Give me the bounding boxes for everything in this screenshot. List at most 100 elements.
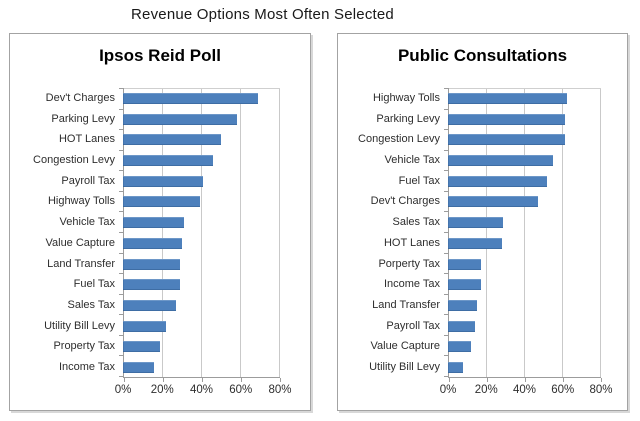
gridline — [600, 89, 601, 377]
bar — [448, 175, 548, 187]
x-axis-tick-label: 20% — [474, 384, 498, 396]
category-axis-tick — [444, 88, 449, 89]
category-label: Congestion Levy — [358, 133, 440, 146]
bar — [448, 134, 565, 146]
bar-track — [448, 316, 601, 337]
bar-rows: Highway Tolls Parking Levy Congestion Levy… — [338, 88, 601, 378]
category-axis-tick — [119, 273, 124, 275]
bar-track — [123, 295, 280, 316]
category-label: Porperty Tax — [378, 257, 440, 270]
category-label: Congestion Levy — [33, 154, 115, 167]
category-label: Income Tax — [58, 361, 115, 374]
chart-panel-public-consultations: Public Consultations Highway Tolls Parkin… — [337, 33, 628, 411]
category-axis-tick — [119, 211, 124, 213]
x-axis-tick-label: 40% — [512, 384, 537, 396]
value-axis-tick — [525, 378, 526, 382]
bar — [123, 258, 180, 270]
chart-row: Highway Tolls — [10, 192, 280, 213]
bar-track — [123, 254, 280, 275]
bar-track — [448, 337, 601, 358]
category-axis-tick — [119, 170, 124, 172]
category-axis-tick — [119, 149, 124, 151]
bar-track — [448, 88, 601, 109]
category-axis-tick — [444, 108, 449, 110]
chart-row: Parking Levy — [338, 109, 601, 130]
chart-row: Utility Bill Levy — [10, 316, 280, 337]
chart-row: Congestion Levy — [338, 129, 601, 150]
x-axis-tick-label: 40% — [189, 384, 214, 396]
category-axis-tick — [444, 252, 449, 254]
bar-track — [448, 233, 601, 254]
bar — [123, 237, 182, 249]
chart-row: Vehicle Tax — [338, 150, 601, 171]
chart-panel-ipsos-reid-poll: Ipsos Reid Poll Dev't Charges Parking Lev… — [9, 33, 311, 411]
category-label: Payroll Tax — [61, 174, 115, 187]
bar-track — [123, 192, 280, 213]
bar — [123, 92, 259, 104]
chart-row: HOT Lanes — [338, 233, 601, 254]
chart-row: Land Transfer — [338, 295, 601, 316]
category-label: Land Transfer — [47, 257, 115, 270]
bar-track — [448, 274, 601, 295]
chart-row: Sales Tax — [10, 295, 280, 316]
chart-row: Highway Tolls — [338, 88, 601, 109]
bar-track — [123, 316, 280, 337]
value-axis-tick — [487, 378, 488, 382]
value-axis-tick — [449, 378, 450, 382]
category-axis-tick — [119, 334, 124, 336]
gridline — [240, 89, 241, 377]
bar-track — [123, 274, 280, 295]
bar-track — [448, 254, 601, 275]
category-axis-tick — [444, 314, 449, 316]
bar-track — [448, 295, 601, 316]
bar — [123, 362, 155, 374]
category-axis-tick — [119, 355, 124, 357]
value-axis-tick — [124, 378, 125, 382]
value-axis-tick — [202, 378, 203, 382]
bar — [123, 134, 222, 146]
category-label: Sales Tax — [67, 299, 116, 312]
chart-row: HOT Lanes — [10, 129, 280, 150]
chart-row: Dev't Charges — [10, 88, 280, 109]
chart-row: Congestion Levy — [10, 150, 280, 171]
bar-track — [123, 357, 280, 378]
category-axis-tick — [119, 376, 124, 377]
value-axis-tick — [563, 378, 564, 382]
bar-track — [123, 88, 280, 109]
plot-area — [119, 88, 281, 382]
category-axis-tick — [119, 190, 124, 192]
x-axis-tick-label: 60% — [229, 384, 253, 396]
gridline — [201, 89, 202, 377]
bar — [448, 196, 538, 208]
category-axis-tick — [444, 170, 449, 172]
bar — [448, 217, 504, 229]
category-axis-tick — [444, 211, 449, 213]
category-label: Utility Bill Levy — [369, 361, 440, 374]
chart-row: Fuel Tax — [338, 171, 601, 192]
gridline — [524, 89, 525, 377]
chart-row: Vehicle Tax — [10, 212, 280, 233]
bar-track — [448, 192, 601, 213]
bar — [448, 341, 471, 353]
category-label: Fuel Tax — [73, 278, 115, 291]
category-label: Fuel Tax — [398, 174, 440, 187]
bar — [123, 155, 214, 167]
value-axis-tick — [241, 378, 242, 382]
gridline — [486, 89, 487, 377]
chart-row: Income Tax — [10, 357, 280, 378]
gridline — [279, 89, 280, 377]
x-axis: 0% 20% 40% 60% 80% — [115, 384, 292, 400]
category-label: Sales Tax — [392, 216, 441, 229]
category-axis-tick — [119, 88, 124, 89]
category-label: Parking Levy — [376, 112, 440, 125]
bar-track — [448, 357, 601, 378]
bar — [448, 92, 567, 104]
category-axis-tick — [119, 232, 124, 233]
chart-area: Dev't Charges Parking Levy HOT Lanes Conges… — [10, 88, 292, 396]
x-axis-tick-label: 20% — [150, 384, 174, 396]
category-label: Land Transfer — [372, 299, 440, 312]
bar-track — [123, 337, 280, 358]
plot-area — [444, 88, 602, 382]
category-label: Parking Levy — [51, 112, 115, 125]
